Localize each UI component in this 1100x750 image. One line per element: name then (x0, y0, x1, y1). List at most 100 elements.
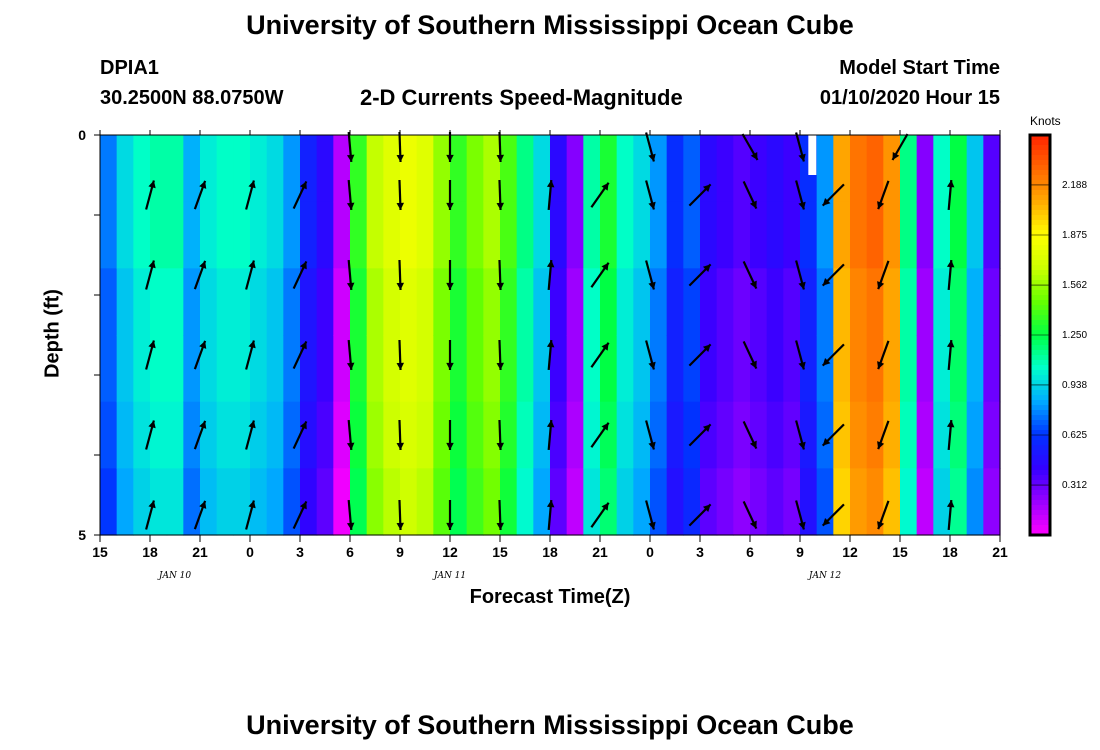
colorbar-segment (1030, 380, 1050, 386)
x-tick-label: 3 (296, 544, 304, 560)
heatmap-cell (183, 335, 201, 403)
heatmap-cell (116, 401, 134, 469)
heatmap-cell (766, 268, 784, 336)
heatmap-cell (166, 335, 184, 403)
heatmap-cell (916, 268, 934, 336)
colorbar-segment (1030, 150, 1050, 156)
heatmap-cell (300, 335, 318, 403)
colorbar-segment (1030, 465, 1050, 471)
heatmap-cell (416, 135, 434, 203)
colorbar-segment (1030, 295, 1050, 301)
heatmap-cell (883, 135, 901, 203)
x-tick-label: 18 (142, 544, 158, 560)
heatmap-cell (450, 468, 468, 536)
colorbar-segment (1030, 255, 1050, 261)
heatmap-cell (450, 201, 468, 269)
heatmap-cell (566, 268, 584, 336)
heatmap-cell (183, 401, 201, 469)
heatmap-cell (100, 201, 118, 269)
heatmap-cell (350, 335, 368, 403)
current-arrowhead (199, 260, 207, 269)
heatmap-cell (716, 335, 734, 403)
heatmap-cell (466, 268, 484, 336)
heatmap-cell (316, 135, 334, 203)
colorbar-segment (1030, 225, 1050, 231)
heatmap-cell (583, 268, 601, 336)
current-arrowhead (496, 442, 505, 450)
heatmap-cell (783, 201, 801, 269)
current-arrowhead (648, 521, 656, 530)
heatmap-cell (500, 268, 518, 336)
heatmap-cell (983, 201, 1001, 269)
heatmap-cell (400, 201, 418, 269)
current-arrowhead (648, 153, 656, 162)
heatmap-cell (916, 135, 934, 203)
heatmap-cell (333, 135, 351, 203)
heatmap-cell (466, 135, 484, 203)
heatmap-cell (250, 135, 268, 203)
heatmap-cell (583, 135, 601, 203)
heatmap-cell (483, 268, 501, 336)
heatmap-cell (600, 401, 618, 469)
heatmap-cell (550, 268, 568, 336)
heatmap-cell (800, 335, 818, 403)
heatmap-cell (166, 401, 184, 469)
heatmap-cell (716, 468, 734, 536)
current-arrowhead (702, 184, 711, 193)
x-tick-label: 9 (396, 544, 404, 560)
current-arrowhead (496, 202, 505, 210)
current-arrowhead (702, 424, 711, 433)
heatmap-cell (800, 468, 818, 536)
heatmap-cell (133, 201, 151, 269)
heatmap-cell (216, 268, 234, 336)
heatmap-cell (233, 135, 251, 203)
heatmap-cell (333, 201, 351, 269)
heatmap-cell (883, 401, 901, 469)
current-arrowhead (148, 420, 156, 429)
heatmap-cell (416, 268, 434, 336)
heatmap-cell (916, 335, 934, 403)
heatmap-cell (100, 135, 118, 203)
current-arrowhead (496, 522, 505, 530)
x-tick-label: 0 (646, 544, 654, 560)
heatmap-cell (666, 268, 684, 336)
heatmap-cell (116, 201, 134, 269)
colorbar-segment (1030, 200, 1050, 206)
current-arrowhead (199, 420, 207, 429)
colorbar-tick-label: 1.250 (1062, 330, 1087, 341)
colorbar-tick-label: 0.312 (1062, 480, 1087, 491)
colorbar-segment (1030, 185, 1050, 191)
x-tick-label: 9 (796, 544, 804, 560)
heatmap-cell (583, 335, 601, 403)
current-arrowhead (446, 442, 454, 450)
heatmap-cell (100, 468, 118, 536)
heatmap-cell (716, 201, 734, 269)
heatmap-cell (600, 468, 618, 536)
heatmap-cell (233, 335, 251, 403)
x-date-label: JAN 12 (807, 571, 842, 581)
heatmap-cell (933, 335, 951, 403)
heatmap-cell (150, 135, 168, 203)
colorbar-segment (1030, 445, 1050, 451)
heatmap-cell (833, 135, 851, 203)
heatmap-cell (516, 201, 534, 269)
heatmap-cell (216, 201, 234, 269)
heatmap-cell (616, 401, 634, 469)
heatmap-cell (616, 268, 634, 336)
colorbar-segment (1030, 390, 1050, 396)
heatmap-cell (616, 335, 634, 403)
heatmap-cell (400, 335, 418, 403)
colorbar-segment (1030, 170, 1050, 176)
heatmap-cell (950, 268, 968, 336)
heatmap-cell (850, 468, 868, 536)
heatmap-cell (650, 135, 668, 203)
colorbar-segment (1030, 315, 1050, 321)
current-arrowhead (199, 180, 207, 189)
heatmap-cell (900, 201, 918, 269)
colorbar-segment (1030, 165, 1050, 171)
heatmap-cell (200, 201, 218, 269)
current-arrowhead (346, 154, 355, 162)
colorbar-segment (1030, 495, 1050, 501)
current-arrowhead (822, 517, 831, 526)
